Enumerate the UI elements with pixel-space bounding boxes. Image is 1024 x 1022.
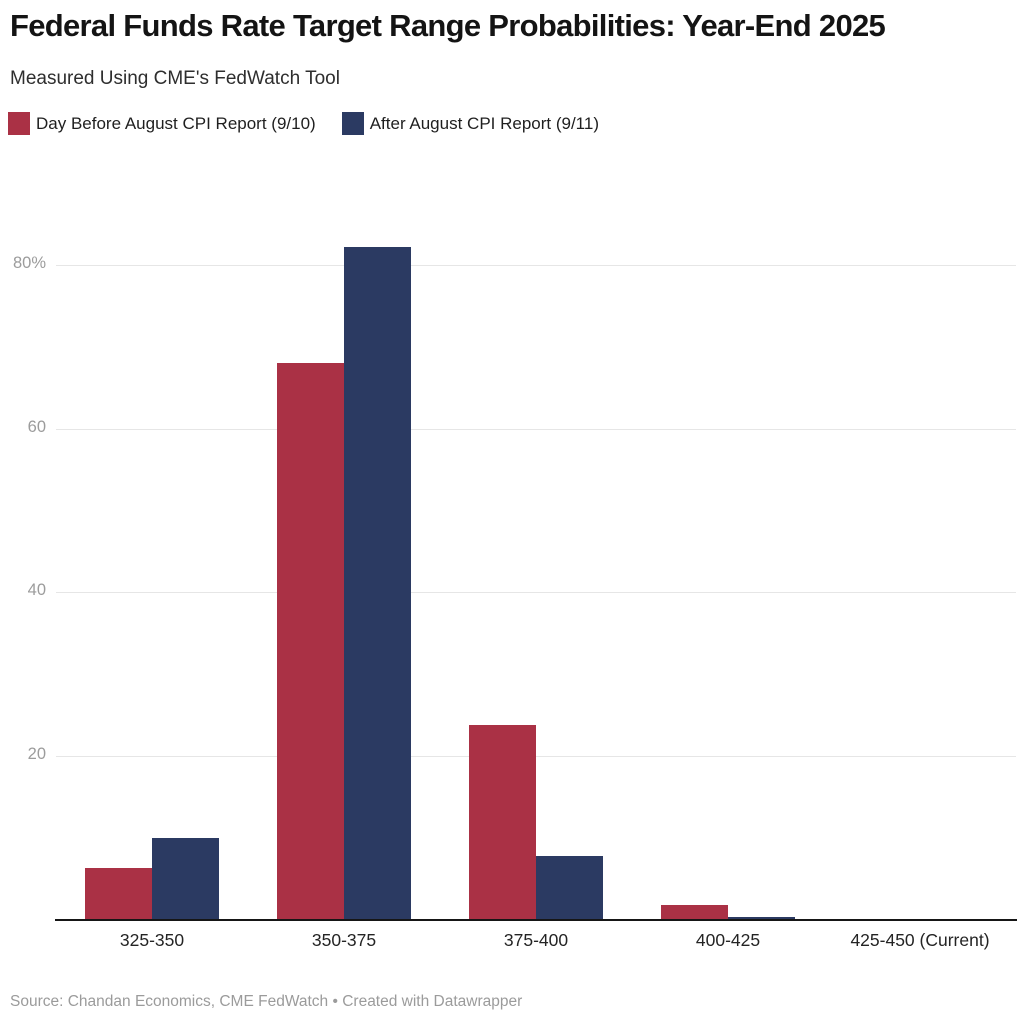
category-label: 425-450 (Current) — [850, 930, 990, 950]
bar — [536, 856, 603, 919]
bar — [344, 247, 411, 919]
gridline — [56, 265, 1016, 267]
y-tick-label: 80% — [12, 254, 46, 273]
bar — [469, 724, 536, 919]
y-tick-label: 40 — [27, 581, 46, 600]
x-axis-line — [55, 919, 1017, 921]
y-tick-label: 20 — [27, 744, 46, 763]
bar — [661, 905, 728, 919]
source-line: Source: Chandan Economics, CME FedWatch … — [10, 993, 523, 1010]
category-label: 350-375 — [311, 930, 377, 950]
legend-item-before-cpi: Day Before August CPI Report (9/10) — [8, 112, 316, 135]
bar — [85, 868, 152, 919]
bar — [728, 916, 795, 919]
bar — [277, 363, 344, 919]
legend-label: Day Before August CPI Report (9/10) — [36, 113, 316, 133]
category-label: 400-425 — [695, 930, 761, 950]
legend-swatch-icon — [341, 112, 364, 135]
category-label: 375-400 — [503, 930, 569, 950]
gridline — [56, 755, 1016, 757]
legend-item-after-cpi: After August CPI Report (9/11) — [341, 112, 599, 135]
legend-label: After August CPI Report (9/11) — [369, 113, 599, 133]
gridline — [56, 592, 1016, 594]
y-tick-label: 60 — [27, 417, 46, 436]
legend: Day Before August CPI Report (9/10) Afte… — [0, 90, 1024, 135]
chart-title: Federal Funds Rate Target Range Probabil… — [10, 8, 886, 43]
legend-swatch-icon — [8, 112, 30, 135]
gridline — [56, 428, 1016, 430]
bar — [152, 838, 219, 919]
chart-subtitle: Measured Using CME's FedWatch Tool — [10, 68, 340, 89]
category-label: 325-350 — [119, 930, 185, 950]
